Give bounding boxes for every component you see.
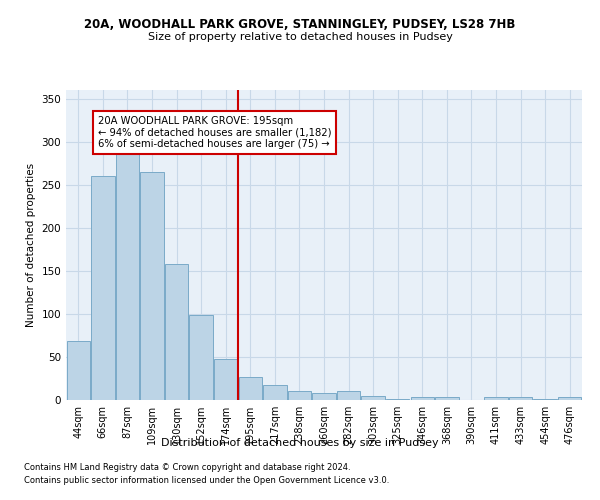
Bar (263, 384, 287, 400)
Bar (239, 377, 262, 400)
Bar (558, 396, 581, 400)
Bar (386, 399, 409, 400)
Bar (214, 358, 238, 400)
Text: Contains HM Land Registry data © Crown copyright and database right 2024.: Contains HM Land Registry data © Crown c… (24, 464, 350, 472)
Bar (313, 393, 335, 400)
Bar (533, 399, 557, 400)
Bar (190, 315, 213, 400)
Bar (484, 398, 508, 400)
Bar (509, 398, 532, 400)
Bar (410, 396, 434, 400)
Bar (91, 176, 115, 400)
Text: Contains public sector information licensed under the Open Government Licence v3: Contains public sector information licen… (24, 476, 389, 485)
Text: Size of property relative to detached houses in Pudsey: Size of property relative to detached ho… (148, 32, 452, 42)
Bar (165, 264, 188, 400)
Bar (140, 172, 164, 400)
Bar (288, 392, 311, 400)
Bar (67, 342, 90, 400)
Text: Distribution of detached houses by size in Pudsey: Distribution of detached houses by size … (161, 438, 439, 448)
Bar (361, 396, 385, 400)
Text: 20A WOODHALL PARK GROVE: 195sqm
← 94% of detached houses are smaller (1,182)
6% : 20A WOODHALL PARK GROVE: 195sqm ← 94% of… (98, 116, 331, 149)
Y-axis label: Number of detached properties: Number of detached properties (26, 163, 36, 327)
Bar (337, 392, 360, 400)
Text: 20A, WOODHALL PARK GROVE, STANNINGLEY, PUDSEY, LS28 7HB: 20A, WOODHALL PARK GROVE, STANNINGLEY, P… (85, 18, 515, 30)
Bar (116, 148, 139, 400)
Bar (435, 396, 458, 400)
